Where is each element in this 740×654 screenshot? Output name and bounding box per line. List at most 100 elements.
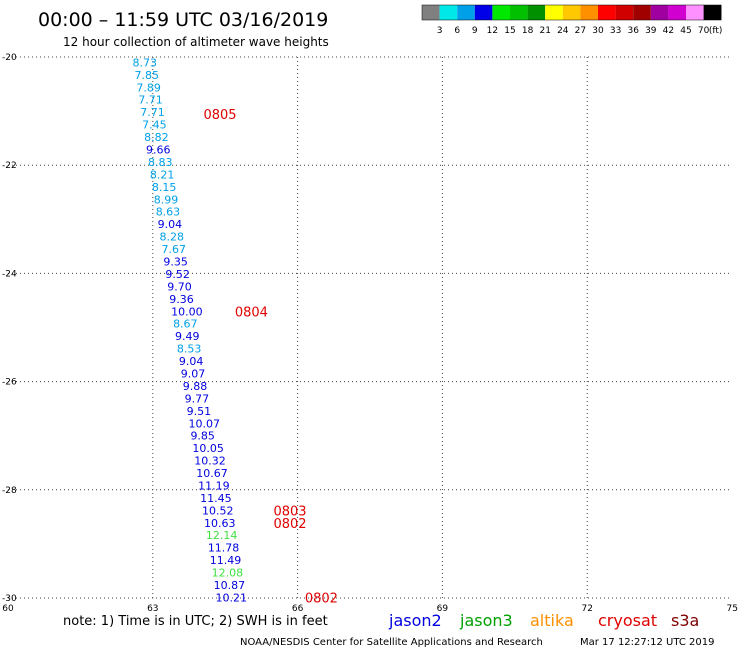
colorbar-label: 6	[454, 26, 460, 36]
wave-height-point: 7.71	[140, 106, 165, 119]
wave-height-point: 10.87	[214, 579, 246, 592]
wave-height-point: 12.08	[212, 567, 244, 580]
colorbar-label: 45	[680, 26, 691, 36]
colorbar-swatch	[668, 5, 686, 20]
wave-height-point: 9.07	[181, 367, 206, 380]
wave-height-point: 9.70	[167, 280, 192, 293]
x-tick-labels: 60 63 66 69 72 75	[2, 604, 738, 614]
wave-height-point: 9.52	[165, 268, 190, 281]
colorbar-label: 27	[575, 26, 586, 36]
colorbar-label: 18	[522, 26, 534, 36]
wave-height-point: 8.21	[150, 168, 175, 181]
wave-height-point: 11.45	[200, 492, 232, 505]
colorbar-label: 39	[645, 26, 657, 36]
legend-entry-altika: altika	[530, 611, 574, 630]
y-tick-label: -20	[2, 53, 17, 63]
grid-lines	[8, 56, 732, 599]
footer-timestamp: Mar 17 12:27:12 UTC 2019	[580, 637, 715, 648]
x-tick-label: 66	[292, 604, 304, 614]
wave-height-point: 9.85	[190, 430, 215, 443]
y-tick-label: -24	[2, 269, 17, 279]
colorbar-label: 9	[472, 26, 478, 36]
colorbar-swatch	[527, 5, 546, 20]
x-tick-label: 60	[2, 604, 14, 614]
color-scale-bar: 3 6 9 12 15 18 21 24 27 30 33 36 39 42 45 70 (ft)	[421, 4, 723, 36]
colorbar-swatch	[457, 5, 475, 20]
colorbar-label: 15	[504, 26, 515, 36]
colorbar-swatch	[492, 5, 510, 20]
wave-height-point: 10.32	[194, 455, 226, 468]
wave-height-point: 8.53	[177, 343, 202, 356]
wave-height-point: 9.04	[179, 355, 204, 368]
x-tick-label: 63	[147, 604, 158, 614]
y-tick-label: -22	[2, 161, 17, 171]
pass-time-label: 0805	[203, 108, 236, 123]
wave-height-point: 8.67	[173, 318, 198, 331]
pass-time-label: 0802	[305, 591, 338, 606]
legend-entry-s3a: s3a	[671, 611, 699, 630]
wave-height-point: 12.14	[206, 529, 238, 542]
colorbar-label: 21	[539, 26, 550, 36]
colorbar-label: 42	[663, 26, 674, 36]
wave-height-point: 10.52	[202, 504, 234, 517]
wave-height-point: 8.63	[156, 206, 181, 219]
colorbar-swatch	[703, 5, 722, 20]
footer-note: note: 1) Time is in UTC; 2) SWH is in fe…	[63, 614, 328, 629]
wave-height-point: 7.67	[161, 243, 186, 256]
footer-credit: NOAA/NESDIS Center for Satellite Applica…	[240, 637, 543, 648]
wave-height-point: 8.15	[152, 181, 177, 194]
pass-time-label: 0803	[273, 504, 306, 519]
colorbar-label: 24	[557, 26, 569, 36]
colorbar-label: 30	[592, 26, 604, 36]
wave-height-point: 9.88	[183, 380, 208, 393]
colorbar-swatch	[510, 5, 528, 20]
colorbar-unit: (ft)	[709, 26, 723, 36]
satellite-legend: jason2 jason3 altika cryosat s3a	[388, 611, 699, 630]
wave-height-point: 9.66	[146, 144, 171, 157]
wave-height-point: 9.77	[185, 392, 210, 405]
chart-title: 00:00 – 11:59 UTC 03/16/2019	[38, 9, 328, 31]
wave-height-point: 8.73	[133, 56, 158, 69]
y-tick-label: -30	[2, 594, 17, 604]
colorbar-swatch	[633, 5, 651, 20]
colorbar-label: 36	[627, 26, 639, 36]
x-tick-label: 75	[727, 604, 738, 614]
pass-time-label: 0802	[273, 517, 306, 532]
colorbar-label: 12	[487, 26, 498, 36]
x-tick-label: 69	[437, 604, 449, 614]
wave-height-point: 10.67	[196, 467, 228, 480]
colorbar-swatch	[686, 5, 704, 20]
wave-height-point: 8.99	[154, 193, 179, 206]
wave-height-point: 7.85	[134, 69, 159, 82]
wave-height-point: 10.21	[216, 591, 248, 604]
wave-height-point: 9.49	[175, 330, 200, 343]
colorbar-swatch	[598, 5, 616, 20]
wave-height-point: 9.35	[163, 255, 188, 268]
wave-height-labels: 8.737.857.897.717.717.458.829.668.838.21…	[133, 56, 248, 604]
colorbar-swatch	[562, 5, 581, 20]
wave-height-point: 11.49	[210, 554, 242, 567]
wave-height-point: 10.07	[189, 417, 221, 430]
colorbar-swatch	[545, 5, 563, 20]
wave-height-point: 7.71	[138, 94, 163, 107]
wave-height-point: 11.19	[198, 479, 230, 492]
colorbar-swatch	[474, 5, 493, 20]
wave-height-point: 10.63	[204, 517, 236, 530]
wave-height-point: 9.51	[187, 405, 212, 418]
colorbar-label: 70	[698, 26, 710, 36]
wave-height-point: 7.45	[142, 119, 167, 132]
colorbar-swatch	[650, 5, 669, 20]
x-tick-label: 72	[581, 604, 592, 614]
wave-height-point: 8.28	[160, 231, 185, 244]
chart-subtitle: 12 hour collection of altimeter wave hei…	[63, 35, 329, 49]
wave-height-point: 8.82	[144, 131, 169, 144]
colorbar-swatch	[439, 5, 458, 20]
wave-height-point: 11.78	[208, 542, 240, 555]
colorbar-swatch	[580, 5, 598, 20]
y-tick-label: -28	[2, 486, 17, 496]
wave-height-point: 10.05	[192, 442, 224, 455]
legend-entry-jason2: jason2	[388, 611, 442, 630]
wave-height-point: 9.04	[158, 218, 183, 231]
